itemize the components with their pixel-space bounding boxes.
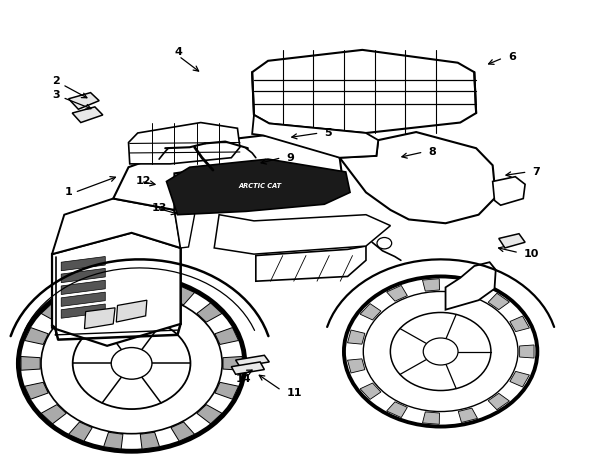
Text: 3: 3 <box>53 90 60 100</box>
Polygon shape <box>446 262 496 310</box>
Polygon shape <box>387 402 408 418</box>
Polygon shape <box>256 246 366 281</box>
Polygon shape <box>422 412 439 424</box>
Text: 9: 9 <box>286 152 294 163</box>
Polygon shape <box>510 371 529 387</box>
Polygon shape <box>520 345 534 358</box>
Polygon shape <box>215 382 239 399</box>
Text: 14: 14 <box>236 374 252 384</box>
Polygon shape <box>387 285 408 301</box>
Polygon shape <box>214 215 390 254</box>
Circle shape <box>424 338 458 365</box>
Polygon shape <box>24 328 48 344</box>
Polygon shape <box>197 303 222 322</box>
Polygon shape <box>171 285 195 305</box>
Text: ARCTIC CAT: ARCTIC CAT <box>239 183 282 189</box>
Polygon shape <box>103 278 123 294</box>
Polygon shape <box>140 432 160 449</box>
Polygon shape <box>348 330 365 344</box>
Polygon shape <box>41 405 66 424</box>
Polygon shape <box>360 304 381 320</box>
Polygon shape <box>493 177 525 205</box>
Polygon shape <box>84 308 115 329</box>
Polygon shape <box>41 303 66 322</box>
Polygon shape <box>113 135 343 210</box>
Polygon shape <box>61 292 105 306</box>
Polygon shape <box>61 280 105 294</box>
Text: 1: 1 <box>64 187 72 198</box>
Polygon shape <box>69 285 92 305</box>
Polygon shape <box>252 50 476 133</box>
Polygon shape <box>72 107 103 123</box>
Polygon shape <box>21 357 40 370</box>
Text: 8: 8 <box>428 147 436 157</box>
Polygon shape <box>488 393 509 410</box>
Text: 7: 7 <box>532 167 540 177</box>
Polygon shape <box>510 316 529 332</box>
Text: 4: 4 <box>175 47 182 57</box>
Polygon shape <box>140 278 160 294</box>
Polygon shape <box>103 432 123 449</box>
Polygon shape <box>69 422 92 441</box>
Polygon shape <box>52 233 181 346</box>
Circle shape <box>111 348 152 379</box>
Text: 13: 13 <box>152 203 167 213</box>
Polygon shape <box>61 268 105 283</box>
Polygon shape <box>458 281 477 295</box>
Polygon shape <box>488 293 509 310</box>
Polygon shape <box>236 355 269 367</box>
Polygon shape <box>24 382 48 399</box>
Polygon shape <box>52 199 181 254</box>
Polygon shape <box>360 383 381 399</box>
Polygon shape <box>174 203 195 248</box>
Polygon shape <box>422 279 439 291</box>
Polygon shape <box>458 408 477 422</box>
Text: 2: 2 <box>52 76 60 86</box>
Polygon shape <box>252 115 378 158</box>
Polygon shape <box>61 304 105 318</box>
Polygon shape <box>116 300 147 322</box>
Polygon shape <box>215 328 239 344</box>
Polygon shape <box>231 362 264 374</box>
Text: 12: 12 <box>136 176 151 187</box>
Polygon shape <box>61 256 105 271</box>
Polygon shape <box>129 123 240 164</box>
Text: 11: 11 <box>286 388 302 399</box>
Polygon shape <box>348 359 365 373</box>
Polygon shape <box>499 234 525 248</box>
Polygon shape <box>340 132 496 223</box>
Text: 5: 5 <box>324 128 332 138</box>
Polygon shape <box>223 357 242 370</box>
Text: 10: 10 <box>523 249 539 259</box>
Text: 6: 6 <box>508 52 516 62</box>
Polygon shape <box>197 405 222 424</box>
Polygon shape <box>69 93 99 109</box>
Polygon shape <box>171 422 195 441</box>
Polygon shape <box>166 159 350 215</box>
